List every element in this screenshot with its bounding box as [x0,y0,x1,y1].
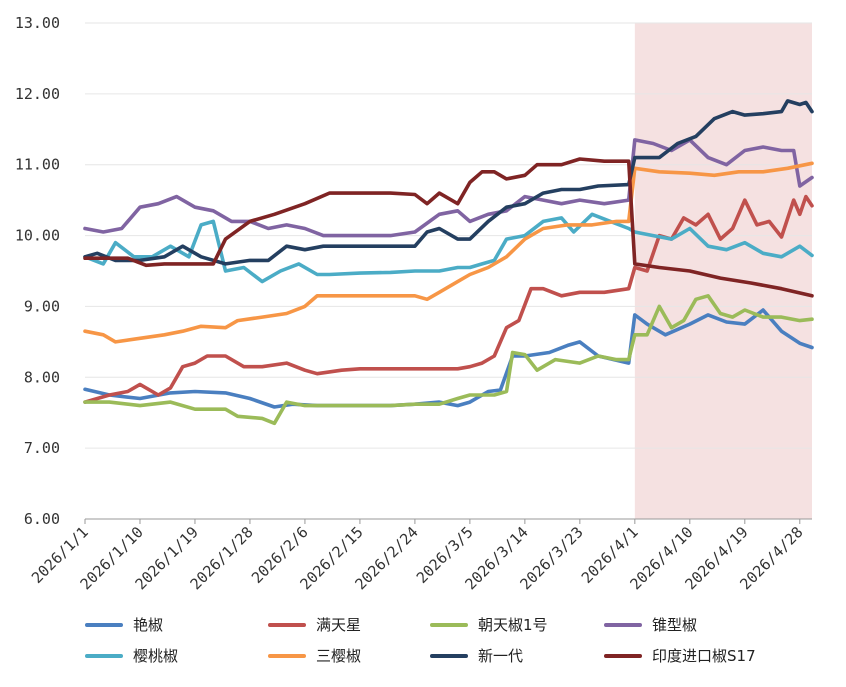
y-tick-label: 7.00 [24,439,60,457]
series-line-5 [83,212,814,284]
y-tick-label: 11.00 [15,156,60,174]
y-tick-label: 8.00 [24,368,60,386]
series-line-4 [83,138,814,238]
y-tick-label: 10.00 [15,227,60,245]
series-line-3 [83,294,814,426]
series-layer [83,99,814,426]
series-line-2 [83,194,814,404]
y-tick-label: 9.00 [24,297,60,315]
highlight-band [634,23,812,519]
y-tick-label: 6.00 [24,510,60,528]
series-line-1 [83,308,814,409]
y-tick-label: 13.00 [15,14,60,32]
series-line-8 [83,157,814,298]
highlight-band-layer [634,23,812,519]
series-line-6 [83,161,814,344]
series-line-7 [83,99,814,266]
y-tick-label: 12.00 [15,85,60,103]
grid-layer [85,22,812,449]
